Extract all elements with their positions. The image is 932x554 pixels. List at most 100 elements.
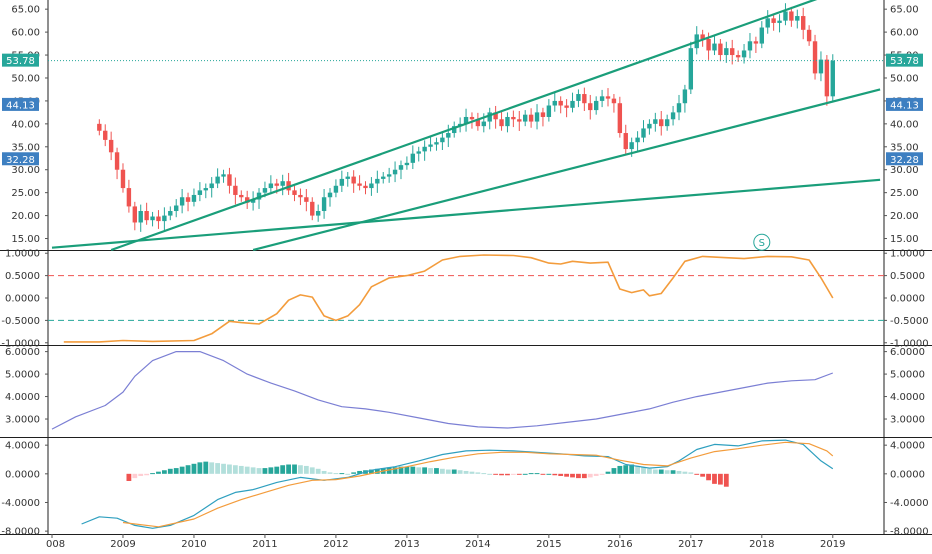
y-tick-label-right: 30.00 [890,165,919,176]
candle-body [463,116,469,124]
candle-body [304,197,309,202]
candle-body [434,142,439,145]
candle-body [806,29,812,42]
macd-histogram-bar [398,466,404,474]
candle-body [227,174,232,186]
last-price-badge [886,53,923,67]
candle-body [132,206,138,223]
y-tick-label-right: 25.00 [890,188,919,199]
price-level-badge [886,152,923,166]
candle-body [611,98,617,104]
split-marker-icon[interactable] [753,233,771,251]
candle-body [676,103,682,113]
x-tick-label: 2014 [465,539,490,550]
macd-histogram-bar [528,473,534,475]
candle-body [771,18,776,23]
candle-body [623,133,628,150]
candle-body [398,165,404,170]
candle-body [428,144,433,147]
macd-histogram-bar [434,468,439,474]
y-tick-label-right: 60.00 [890,28,919,39]
x-tick-label: 2009 [110,539,135,550]
price-level-label: 44.13 [890,100,919,111]
macd-histogram-bar [469,471,475,474]
macd-histogram-bar [351,472,357,474]
macd-histogram-bar [688,472,694,474]
macd-histogram-bar [576,473,581,479]
macd-histogram-bar [712,473,717,484]
macd-histogram-bar [487,473,493,475]
candle-body [333,185,339,193]
macd-histogram-bar [445,469,451,474]
candle-body [233,185,238,195]
candle-body [144,211,149,221]
candle-body [404,162,410,166]
candle-body [191,194,197,202]
candle-body [209,183,214,189]
candle-body [765,18,770,28]
candle-body [830,60,835,97]
trendline[interactable] [51,178,881,249]
macd-histogram-bar [179,466,185,474]
y-tick-label-right: 35.00 [890,142,919,153]
candle-body [416,151,421,154]
candle-body [546,105,552,117]
x-tick-label: 2013 [394,539,419,550]
macd-histogram-bar [463,470,469,474]
macd-histogram-bar [516,473,522,475]
macd-histogram-bar [558,473,564,476]
candle-body [511,116,516,120]
macd-histogram-bar [717,473,723,485]
candle-body [558,100,563,106]
candle-body [801,16,806,30]
candle-body [747,41,753,51]
macd-histogram-bar [410,466,416,474]
candle-body [481,121,486,127]
candle-body [540,112,546,117]
candle-body [552,100,557,106]
candle-body [327,192,333,198]
y-tick-label-left: -0.5000 [1,316,40,327]
macd-histogram-bar [250,467,256,474]
candle-body [812,41,818,74]
macd-histogram-bar [321,470,327,474]
macd-histogram-bar [132,473,138,479]
y-tick-label-left: 35.00 [11,142,40,153]
macd-histogram-bar [481,473,487,475]
candle-body [239,194,244,198]
macd-histogram-bar [581,473,587,479]
macd-histogram-bar [203,461,209,474]
macd-histogram-bar [570,473,575,478]
x-tick-label: 2015 [536,539,561,550]
macd-histogram-bar [629,464,635,474]
macd-histogram-bar [138,473,144,476]
candle-body [386,174,392,177]
candle-body [179,197,185,206]
y-tick-label-right: -0.5000 [890,316,929,327]
y-tick-label-right: 40.00 [890,119,919,130]
candle-body [647,123,652,129]
macd-histogram-bar [676,470,682,474]
trendline[interactable] [110,0,827,252]
macd-histogram-bar [422,467,428,474]
y-tick-label-left: 6.0000 [5,347,40,358]
macd-histogram-bar [167,468,173,474]
macd-histogram-bar [244,466,250,474]
candle-body [103,130,108,140]
candle-body [268,183,274,189]
price-level-label: 32.28 [6,155,35,166]
trendline[interactable] [252,88,881,252]
y-tick-label-left: 25.00 [11,188,40,199]
macd-histogram-bar [144,473,150,476]
candle-body [315,211,321,216]
macd-histogram-bar [416,467,422,474]
macd-histogram-bar [173,468,179,474]
macd-histogram-bar [670,470,676,474]
x-tick-label: 2011 [252,539,277,550]
candle-body [97,123,102,131]
x-tick-label: 008 [46,539,65,550]
y-tick-label-right: 6.0000 [890,347,925,358]
candle-body [670,112,676,120]
